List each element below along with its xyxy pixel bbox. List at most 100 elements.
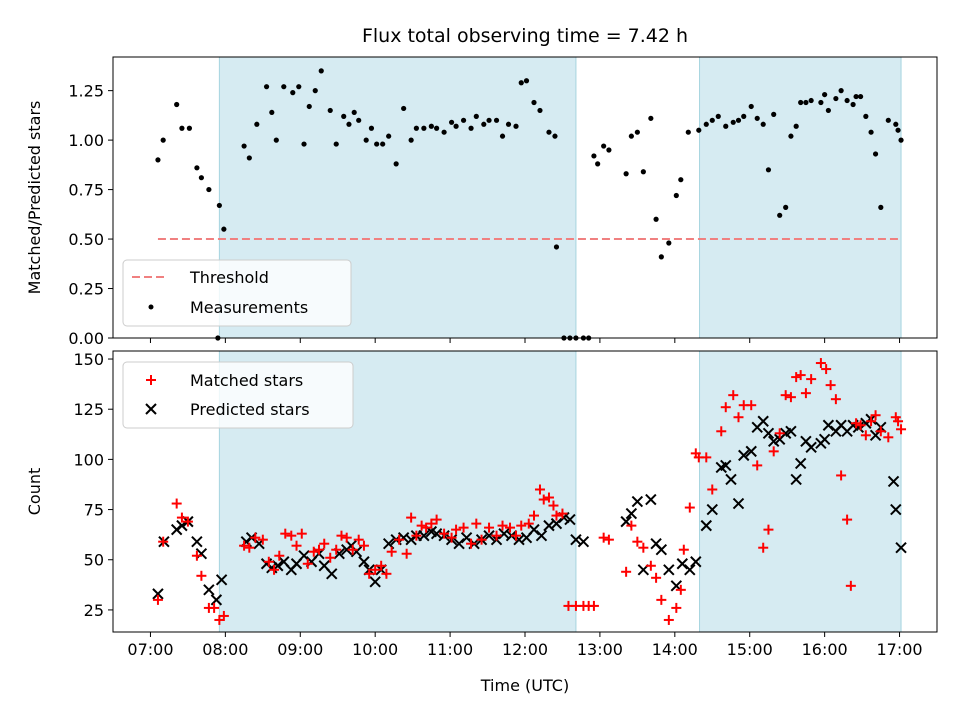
y-tick-label: 0.25 xyxy=(68,280,104,299)
measurement-point xyxy=(730,119,736,125)
predicted-star-point xyxy=(818,433,831,446)
predicted-star-point xyxy=(700,519,712,532)
predicted-star-point xyxy=(738,449,750,462)
matched-star-point xyxy=(845,580,856,591)
matched-star-point xyxy=(191,550,202,561)
bottom-y-ticks: 25 50 75 100 125 150 xyxy=(73,350,113,620)
matched-star-points xyxy=(152,358,907,625)
measurement-point xyxy=(857,93,864,100)
matched-star-point xyxy=(638,542,649,553)
measurement-point xyxy=(460,117,467,123)
observing-interval-shade xyxy=(699,57,902,338)
measurement-point xyxy=(765,167,772,173)
measurement-point xyxy=(833,95,839,102)
predicted-star-point xyxy=(732,497,745,510)
measurement-point xyxy=(486,117,492,123)
predicted-star-point xyxy=(358,556,370,568)
observing-interval-shade xyxy=(699,351,902,632)
predicted-star-point xyxy=(725,473,737,486)
measurement-point xyxy=(601,143,607,149)
predicted-star-point xyxy=(745,445,757,458)
predicted-star-point xyxy=(625,507,638,520)
matched-star-point xyxy=(815,358,826,369)
measurement-point xyxy=(825,107,831,114)
predicted-star-point xyxy=(631,495,644,508)
matched-star-point xyxy=(451,524,462,535)
y-tick-label: 50 xyxy=(84,551,104,570)
measurement-point xyxy=(441,129,447,135)
measurement-point xyxy=(198,175,204,181)
matched-star-point xyxy=(218,610,229,621)
measurement-point xyxy=(591,153,597,159)
predicted-star-point xyxy=(535,529,548,542)
top-x-ticks xyxy=(149,338,901,343)
bottom-y-axis-label: Count xyxy=(25,468,44,516)
measurement-point xyxy=(634,129,640,135)
matched-star-point xyxy=(431,514,442,525)
predicted-star-point xyxy=(215,574,228,586)
measurement-point xyxy=(269,109,275,116)
matched-star-point xyxy=(364,568,375,579)
matched-star-point xyxy=(458,522,469,533)
matched-star-point xyxy=(855,420,866,431)
predicted-star-point xyxy=(203,584,215,596)
measurement-point xyxy=(709,117,715,123)
measurement-point xyxy=(863,113,869,119)
predicted-star-point xyxy=(528,523,540,536)
matched-star-point xyxy=(291,540,302,551)
measurement-point xyxy=(216,202,222,209)
measurement-point xyxy=(666,240,672,246)
matched-star-point xyxy=(821,364,832,375)
measurement-point xyxy=(553,244,560,250)
x-tick-label: 16:00 xyxy=(802,640,848,659)
measurement-point xyxy=(296,84,302,90)
predicted-star-point xyxy=(690,556,702,568)
matched-star-point xyxy=(491,530,502,541)
measurement-point xyxy=(421,125,427,131)
measurement-point xyxy=(428,123,434,129)
measurement-point xyxy=(703,121,709,127)
measurement-point xyxy=(771,111,777,117)
matched-star-point xyxy=(263,556,274,567)
matched-star-point xyxy=(376,560,387,571)
measurement-point xyxy=(346,121,352,127)
measurement-point xyxy=(741,113,747,119)
matched-star-point xyxy=(651,572,662,583)
predicted-star-point xyxy=(663,564,675,576)
x-tick-label: 08:00 xyxy=(202,640,248,659)
matched-star-point xyxy=(791,372,802,383)
measurement-point xyxy=(822,91,828,98)
measurement-point xyxy=(368,125,375,131)
measurement-point xyxy=(301,141,307,147)
legend-plus-marker xyxy=(146,375,156,385)
measurement-point xyxy=(448,119,455,125)
measurement-point xyxy=(306,103,312,110)
measurement-point xyxy=(885,117,891,123)
matched-star-point xyxy=(675,584,686,595)
predicted-star-point xyxy=(369,576,381,588)
legend-predicted-swatch xyxy=(145,403,157,415)
measurement-point xyxy=(673,192,679,199)
predicted-star-point xyxy=(822,419,835,431)
matched-star-point xyxy=(341,532,352,543)
predicted-star-point xyxy=(785,425,797,437)
matched-star-point xyxy=(209,602,220,613)
measurement-point xyxy=(838,88,844,94)
measurement-point xyxy=(186,125,193,131)
matched-star-point xyxy=(684,502,695,513)
matched-star-point xyxy=(511,530,522,541)
predicted-star-point xyxy=(887,475,900,488)
measurement-point xyxy=(413,125,419,131)
measurement-point xyxy=(499,133,506,139)
predicted-star-point xyxy=(195,548,208,560)
predicted-star-point xyxy=(453,537,465,550)
matched-star-point xyxy=(842,514,853,525)
measurement-point xyxy=(803,99,809,106)
matched-star-point xyxy=(671,602,682,613)
measurement-point xyxy=(380,141,386,147)
matched-star-point xyxy=(426,518,437,529)
predicted-star-point xyxy=(577,535,590,548)
measurement-point xyxy=(408,137,414,143)
matched-star-point xyxy=(528,510,539,521)
measurement-point xyxy=(606,147,612,153)
